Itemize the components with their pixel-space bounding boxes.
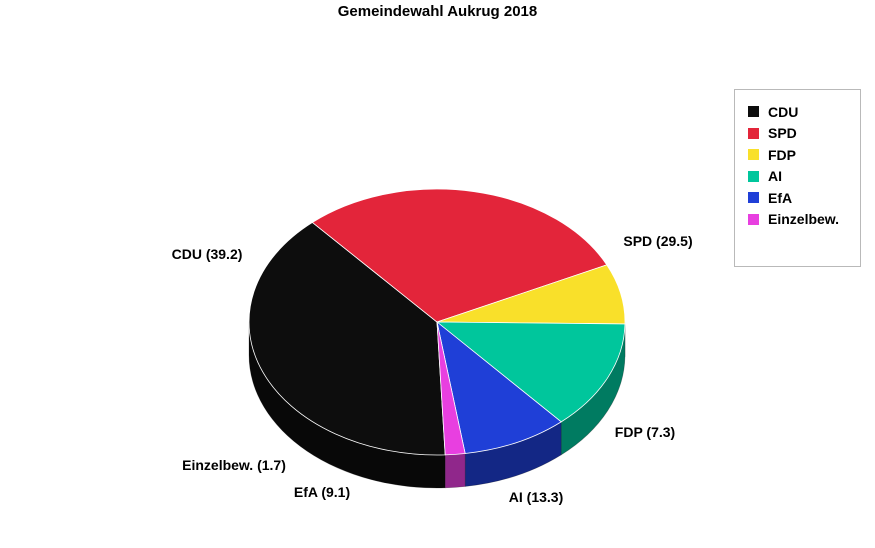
legend-swatch xyxy=(748,127,759,139)
legend-label: FDP xyxy=(768,146,796,163)
pie-slice-ai xyxy=(435,321,626,423)
slice-label-einzelbew: Einzelbew. (1.7) xyxy=(182,457,286,473)
legend-item-ai: AI xyxy=(735,166,860,188)
legend-item-cdu: CDU xyxy=(735,101,860,123)
legend-label: CDU xyxy=(768,103,799,120)
legend: CDU SPD FDP AI EfA Einzelbew. xyxy=(734,89,861,267)
legend-label: AI xyxy=(768,168,782,185)
legend-label: EfA xyxy=(768,189,793,206)
pie-slice-einzelbew xyxy=(436,321,466,456)
legend-item-fdp: FDP xyxy=(735,144,860,166)
slice-label-cdu: CDU (39.2) xyxy=(172,246,243,262)
pie-slice-spd xyxy=(311,188,608,323)
legend-swatch xyxy=(748,213,759,225)
legend-item-spd: SPD xyxy=(735,123,860,145)
chart-title: Gemeindewahl Aukrug 2018 xyxy=(337,3,538,20)
slice-label-spd: SPD (29.5) xyxy=(623,233,692,249)
legend-label: SPD xyxy=(768,125,797,142)
legend-swatch xyxy=(748,192,759,204)
legend-swatch xyxy=(748,149,759,161)
legend-item-einzelbew: Einzelbew. xyxy=(735,209,860,231)
slice-label-fdp: FDP (7.3) xyxy=(615,424,675,440)
slice-label-efa: EfA (9.1) xyxy=(294,484,350,500)
slice-label-ai: AI (13.3) xyxy=(509,489,563,505)
legend-item-efa: EfA xyxy=(735,187,860,209)
pie-side-einzelbew xyxy=(444,453,466,489)
legend-swatch xyxy=(748,106,759,118)
pie-slice-efa xyxy=(436,320,562,454)
pie-slice-cdu xyxy=(248,221,446,456)
legend-swatch xyxy=(748,170,759,182)
legend-label: Einzelbew. xyxy=(768,211,840,228)
